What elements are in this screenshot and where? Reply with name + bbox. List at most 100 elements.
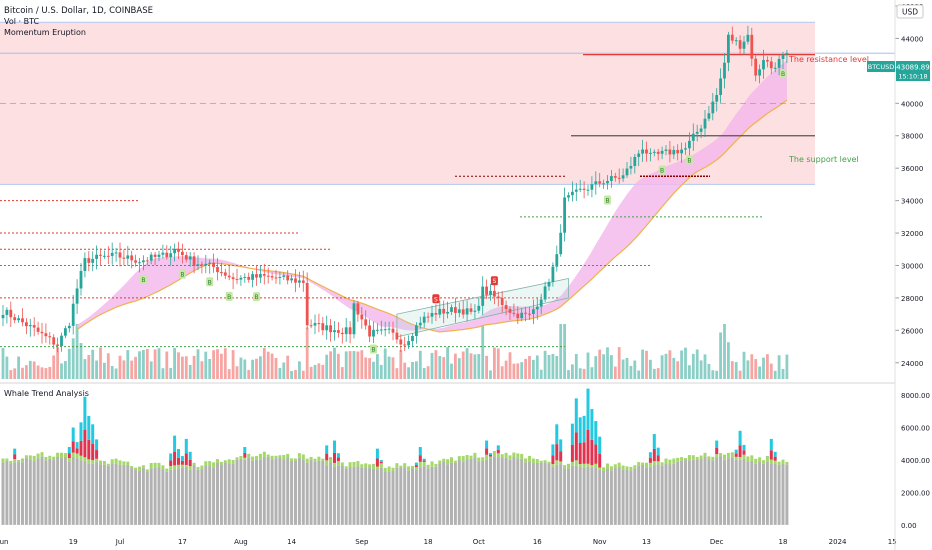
candle-body xyxy=(173,248,176,254)
time-tick-label: Jun xyxy=(0,538,8,546)
volume-bar xyxy=(535,355,539,379)
whale-green-segment xyxy=(664,458,668,464)
candle-body xyxy=(21,318,24,323)
whale-red-segment xyxy=(734,453,738,457)
candle-body xyxy=(617,177,621,179)
whale-base-bar xyxy=(438,463,442,525)
buy-signal xyxy=(139,274,147,284)
whale-green-segment xyxy=(1,458,5,463)
whale-green-segment xyxy=(368,464,372,469)
whale-cyan-segment xyxy=(648,452,652,459)
currency-badge[interactable]: USD xyxy=(896,4,924,19)
whale-green-segment xyxy=(344,466,348,469)
whale-base-bar xyxy=(216,462,219,525)
candle-body xyxy=(477,305,481,311)
volume-bar xyxy=(442,357,446,379)
sell-signal-label: S xyxy=(434,296,438,303)
volume-bar xyxy=(243,359,247,379)
whale-cyan-segment xyxy=(738,430,742,446)
candle-body xyxy=(325,325,329,331)
whale-green-segment xyxy=(652,461,656,466)
volume-bar xyxy=(161,368,165,379)
whale-cyan-segment xyxy=(333,440,336,453)
whale-red-segment xyxy=(769,450,773,460)
volume-bar xyxy=(235,366,239,379)
candle-body xyxy=(188,256,192,260)
whale-base-bar xyxy=(773,463,777,525)
volume-bar xyxy=(481,325,485,379)
volume-bar xyxy=(340,367,344,379)
whale-base-bar xyxy=(399,467,403,525)
volume-bar xyxy=(450,363,453,379)
whale-base-bar xyxy=(177,468,180,525)
whale-base-bar xyxy=(738,459,742,525)
whale-base-bar xyxy=(500,458,504,525)
candle-body xyxy=(25,322,28,327)
momentum-cloud xyxy=(76,60,788,333)
candle-body xyxy=(684,148,687,150)
whale-base-bar xyxy=(785,464,789,525)
whale-base-bar xyxy=(368,468,372,525)
volume-bar xyxy=(676,361,680,379)
whale-tick-label: 4000.00 xyxy=(901,457,930,465)
volume-bar xyxy=(547,355,551,379)
volume-bar xyxy=(578,368,582,379)
whale-green-segment xyxy=(492,450,496,457)
whale-base-bar xyxy=(746,461,750,525)
whale-red-segment xyxy=(75,448,79,454)
whale-green-segment xyxy=(106,463,110,466)
volume-bar xyxy=(87,355,91,379)
whale-base-bar xyxy=(227,463,231,525)
volume-bar xyxy=(196,349,200,379)
whale-green-segment xyxy=(258,453,262,460)
whale-base-bar xyxy=(707,459,711,525)
whale-base-bar xyxy=(235,459,239,525)
volume-bar xyxy=(251,359,254,379)
price-tick-label: 36000 xyxy=(901,165,923,173)
candle-body xyxy=(512,312,516,314)
candle-body xyxy=(48,336,52,338)
whale-green-segment xyxy=(734,456,738,460)
volume-bar xyxy=(742,351,746,379)
whale-green-segment xyxy=(356,461,360,467)
whale-green-segment xyxy=(742,454,746,459)
whale-green-segment xyxy=(703,452,707,457)
time-axis[interactable]: Jun 19 Jul 17 Aug 14 Sep 18 Oct 16 Nov 13 Dec 18 2024 1… xyxy=(0,538,897,546)
whale-green-segment xyxy=(695,457,699,460)
candle-body xyxy=(730,34,734,41)
whale-green-segment xyxy=(765,456,769,462)
candle-body xyxy=(637,153,641,157)
whale-green-segment xyxy=(24,455,28,458)
whale-base-bar xyxy=(114,463,118,525)
volume-bar xyxy=(758,366,761,379)
whale-base-bar xyxy=(559,464,563,525)
whale-base-bar xyxy=(633,468,637,525)
volume-bar xyxy=(586,352,590,379)
whale-green-segment xyxy=(446,459,450,465)
candle-body xyxy=(391,328,395,333)
volume-bar xyxy=(184,356,188,379)
candle-body xyxy=(438,308,442,315)
whale-base-bar xyxy=(539,462,543,525)
whale-green-segment xyxy=(738,456,742,460)
whale-green-segment xyxy=(485,454,489,460)
whale-base-bar xyxy=(24,457,28,525)
volume-bar xyxy=(153,349,157,379)
whale-green-segment xyxy=(609,466,613,471)
price-axis[interactable]: 24000 26000 28000 30000 32000 34000 36000 38000… xyxy=(895,3,930,530)
candle-body xyxy=(356,303,360,315)
candle-body xyxy=(399,339,403,345)
whale-cyan-segment xyxy=(496,445,500,450)
whale-green-segment xyxy=(500,454,504,459)
volume-bar xyxy=(415,361,418,379)
whale-green-segment xyxy=(641,462,645,465)
whale-base-bar xyxy=(524,462,528,525)
volume-bar xyxy=(485,355,488,379)
volume-bar xyxy=(321,364,325,379)
whale-base-bar xyxy=(578,466,582,525)
whale-cyan-segment xyxy=(83,396,87,431)
volume-bar xyxy=(177,352,180,379)
whale-red-segment xyxy=(551,455,555,465)
candle-body xyxy=(633,156,637,166)
volume-bar xyxy=(56,347,59,379)
